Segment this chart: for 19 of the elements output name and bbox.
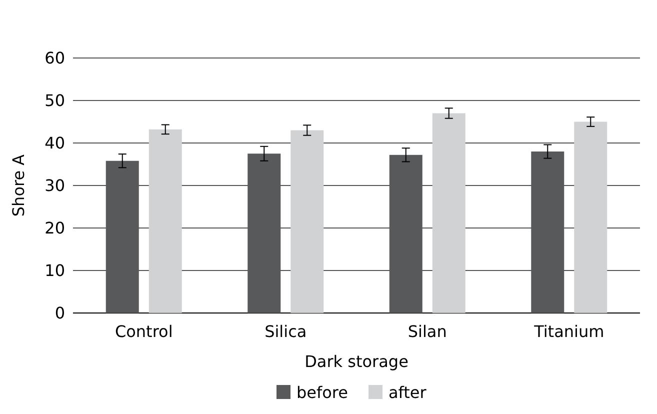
x-tick-label: Silan	[408, 322, 447, 341]
y-tick-label: 0	[54, 304, 65, 323]
bar	[574, 122, 608, 313]
y-tick-label: 10	[44, 261, 65, 280]
y-tick-label: 40	[44, 134, 65, 153]
y-tick-label: 60	[44, 48, 65, 68]
bar	[148, 129, 182, 313]
legend-label: before	[296, 383, 348, 402]
x-tick-label: Silica	[264, 322, 307, 341]
x-tick-label: Titanium	[533, 322, 604, 341]
legend-label: after	[388, 383, 427, 402]
y-tick-label: 50	[44, 91, 65, 110]
x-tick-label: Control	[114, 322, 173, 341]
y-axis-title: Shore A	[9, 154, 28, 217]
y-tick-label: 30	[44, 176, 65, 196]
bar	[290, 130, 324, 313]
x-axis-title: Dark storage	[304, 352, 408, 371]
bar	[432, 113, 466, 313]
y-tick-label: 20	[44, 218, 65, 238]
